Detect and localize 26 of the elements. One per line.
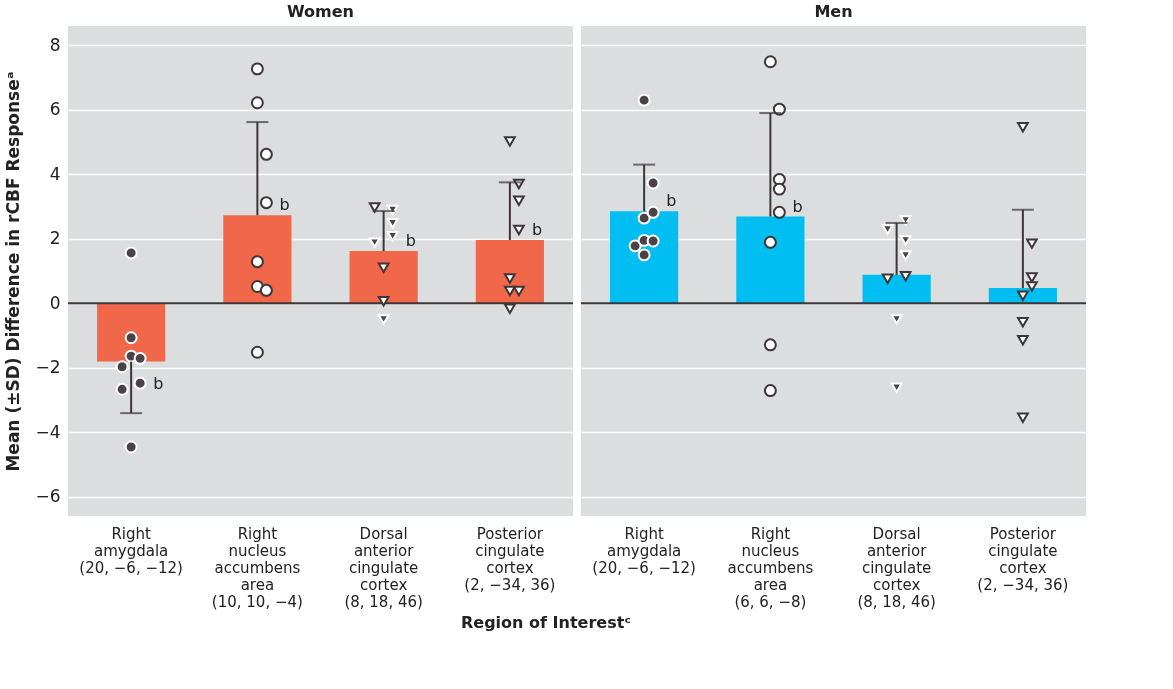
y-tick-label: −2 [35, 357, 61, 378]
x-tick-label: Right nucleus accumbens area (10, 10, −4) [211, 524, 303, 611]
x-tick-label: Right amygdala (20, −6, −12) [79, 524, 183, 577]
y-tick-label: 6 [49, 99, 61, 120]
y-tick-label: −4 [35, 421, 61, 442]
y-tick-label: 0 [49, 292, 61, 313]
chart-title: Men [814, 2, 853, 21]
y-axis-title: Mean (±SD) Difference in rCBF Responseᵃ [3, 71, 24, 472]
y-tick-label: 8 [49, 34, 61, 55]
annotation: b [153, 373, 164, 393]
x-tick-label: Posterior cingulate cortex (2, −34, 36) [977, 524, 1069, 594]
annotation: b [666, 191, 677, 211]
x-axis-title: Region of Interestᶜ [460, 613, 631, 632]
x-tick-label: Dorsal anterior cingulate cortex (8, 18, 46) [857, 524, 936, 611]
x-tick-label: Posterior cingulate cortex (2, −34, 36) [464, 524, 556, 594]
annotation: b [531, 220, 543, 240]
annotation: b [279, 195, 290, 215]
x-tick-label: Right nucleus accumbens area (6, 6, −8) [727, 524, 814, 611]
chart-title: Women [287, 2, 354, 21]
y-tick-label: 2 [49, 228, 61, 249]
x-tick-label: Right amygdala (20, −6, −12) [592, 524, 696, 577]
annotation: b [792, 196, 803, 216]
annotation: b [405, 231, 416, 251]
y-tick-label: −6 [35, 486, 61, 507]
y-tick-label: 4 [49, 163, 61, 184]
x-tick-label: Dorsal anterior cingulate cortex (8, 18, 46) [344, 524, 423, 611]
